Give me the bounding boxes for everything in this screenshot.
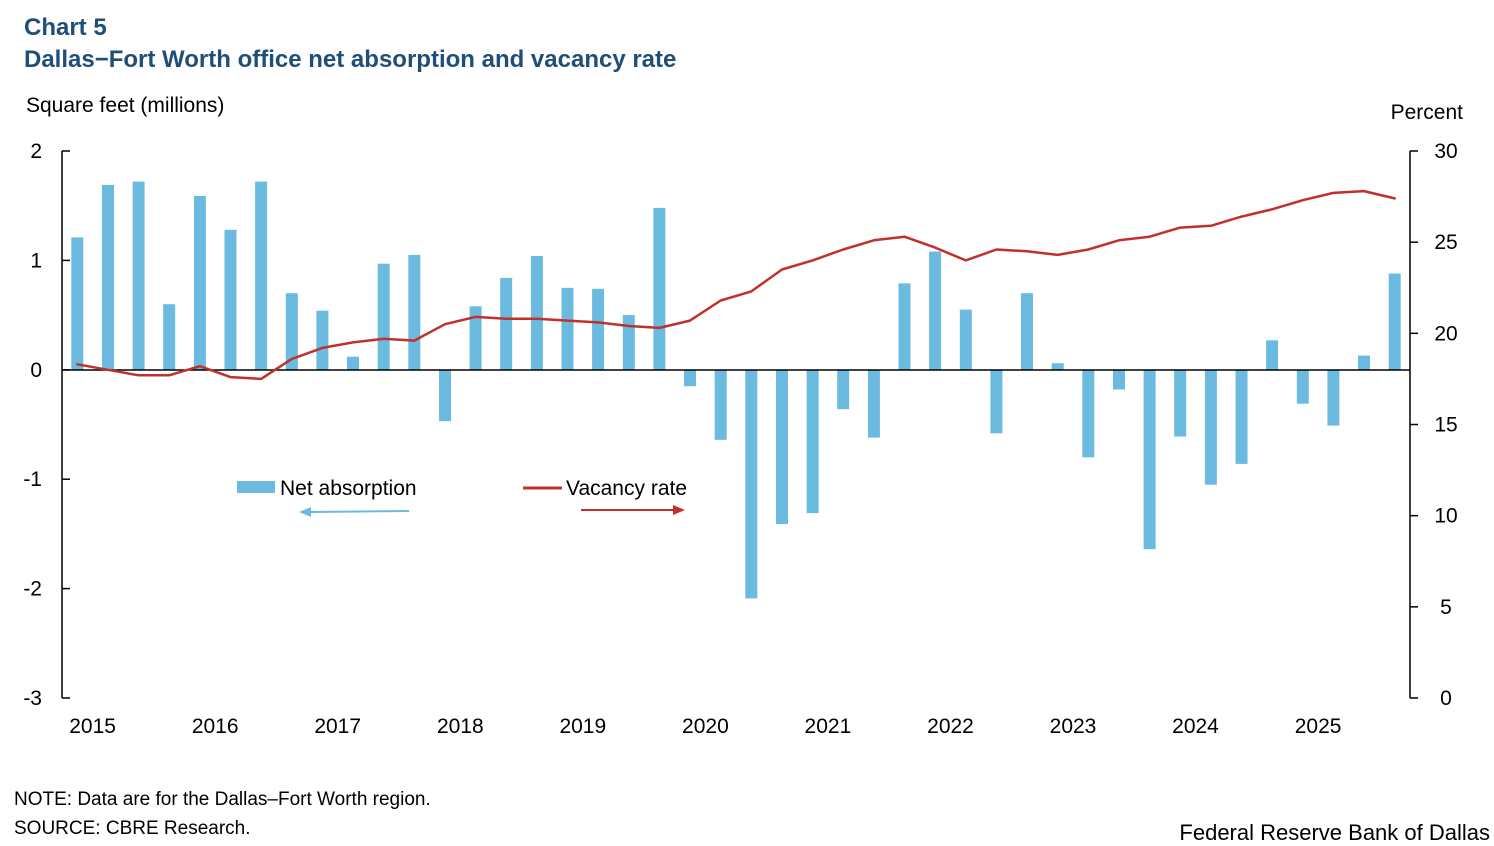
- bar-2015Q1: [71, 237, 84, 370]
- bar-2019Q4: [653, 207, 666, 370]
- left-tick-label: -1: [23, 468, 42, 491]
- x-year-label: 2024: [1172, 715, 1219, 738]
- bar-2022Q4: [1021, 293, 1033, 370]
- bar-2022Q3: [990, 369, 1003, 434]
- bar-2015Q3: [132, 181, 145, 370]
- legend-net-absorption-arrow: [310, 510, 410, 513]
- bar-2017Q2: [347, 356, 359, 370]
- bar-2024Q2: [1204, 369, 1217, 485]
- bar-2019Q2: [592, 288, 605, 370]
- x-axis-labels: 2015 2016 2017 2018 2019 2020 2021 2022 2023 2024…: [69, 715, 1341, 738]
- right-tick-label: 15: [1434, 414, 1457, 437]
- right-tick-label: 5: [1440, 596, 1452, 619]
- bar-2017Q1: [316, 310, 329, 370]
- left-axis-ticks: -3 -2 -1 0 1 2: [23, 140, 70, 710]
- bar-2021Q4: [898, 283, 911, 370]
- bar-2020Q2: [714, 369, 727, 440]
- bar-2024Q3: [1235, 369, 1248, 464]
- source-text: SOURCE: CBRE Research.: [14, 818, 251, 839]
- note-text: NOTE: Data are for the Dallas–Fort Worth…: [14, 789, 431, 810]
- bar-2016Q3: [255, 181, 268, 370]
- bar-2018Q1: [439, 369, 451, 422]
- bar-2023Q1: [1051, 363, 1064, 370]
- left-tick-label: 1: [30, 249, 42, 272]
- bar-2022Q2: [959, 309, 972, 370]
- right-tick-label: 25: [1434, 231, 1457, 254]
- left-tick-label: -3: [23, 687, 42, 710]
- x-year-label: 2021: [805, 715, 852, 738]
- bar-2024Q4: [1266, 340, 1279, 370]
- bar-2023Q3: [1113, 369, 1125, 390]
- bar-2024Q1: [1174, 369, 1187, 437]
- left-tick-label: -2: [23, 578, 42, 601]
- bar-2016Q4: [285, 293, 298, 370]
- left-tick-label: 0: [30, 359, 42, 382]
- x-year-label: 2019: [559, 715, 606, 738]
- bar-2016Q1: [193, 195, 206, 370]
- bar-2023Q4: [1143, 369, 1156, 550]
- right-axis-title: Percent: [1391, 101, 1464, 124]
- legend-left-arrowhead: [299, 507, 311, 517]
- x-year-label: 2022: [927, 715, 974, 738]
- x-year-label: 2017: [314, 715, 361, 738]
- bar-2025Q2: [1327, 369, 1340, 426]
- bar-2021Q3: [867, 369, 880, 438]
- x-year-label: 2025: [1295, 715, 1342, 738]
- legend-net-absorption-label: Net absorption: [280, 477, 417, 500]
- vacancy-rate-line: [76, 189, 1396, 381]
- bar-2025Q4: [1388, 273, 1401, 370]
- x-year-label: 2016: [192, 715, 239, 738]
- left-axis-title: Square feet (millions): [26, 94, 224, 117]
- bar-2020Q3: [745, 369, 758, 599]
- bar-2025Q1: [1296, 369, 1309, 404]
- bar-2016Q2: [224, 229, 237, 370]
- bar-2022Q1: [929, 251, 942, 370]
- right-tick-label: 30: [1434, 140, 1457, 163]
- x-year-label: 2020: [682, 715, 729, 738]
- x-year-label: 2018: [437, 715, 484, 738]
- x-year-label: 2023: [1050, 715, 1097, 738]
- bar-2019Q3: [622, 315, 635, 370]
- bar-2017Q4: [408, 254, 421, 370]
- bar-2020Q4: [776, 369, 788, 525]
- bar-2019Q1: [561, 287, 574, 370]
- bar-2018Q3: [500, 277, 513, 370]
- legend-right-arrowhead: [673, 505, 685, 515]
- chart-title: Dallas−Fort Worth office net absorption …: [24, 46, 677, 73]
- legend: Net absorption Vacancy rate: [237, 477, 687, 517]
- right-tick-label: 0: [1440, 687, 1452, 710]
- bar-2025Q3: [1358, 355, 1370, 370]
- bar-2021Q1: [806, 369, 819, 514]
- bar-2015Q2: [102, 184, 114, 370]
- credit-text: Federal Reserve Bank of Dallas: [1179, 820, 1490, 845]
- vacancy-rate-series: [76, 189, 1396, 381]
- legend-bar-swatch: [237, 481, 275, 493]
- right-axis-ticks: 0 5 10 15 20 25 30: [1410, 140, 1458, 710]
- chart-number: Chart 5: [24, 14, 107, 41]
- left-tick-label: 2: [30, 140, 42, 163]
- bar-2023Q2: [1082, 369, 1095, 458]
- right-tick-label: 20: [1434, 322, 1457, 345]
- bar-2021Q2: [837, 369, 850, 410]
- bar-2017Q3: [377, 263, 390, 370]
- net-absorption-bars: [71, 181, 1401, 599]
- bar-2018Q2: [469, 306, 482, 370]
- legend-vacancy-rate-label: Vacancy rate: [566, 477, 687, 500]
- right-tick-label: 10: [1434, 505, 1457, 528]
- bar-2020Q1: [684, 369, 696, 387]
- bar-2018Q4: [530, 256, 543, 370]
- x-year-label: 2015: [69, 715, 116, 738]
- bar-2015Q4: [163, 304, 176, 370]
